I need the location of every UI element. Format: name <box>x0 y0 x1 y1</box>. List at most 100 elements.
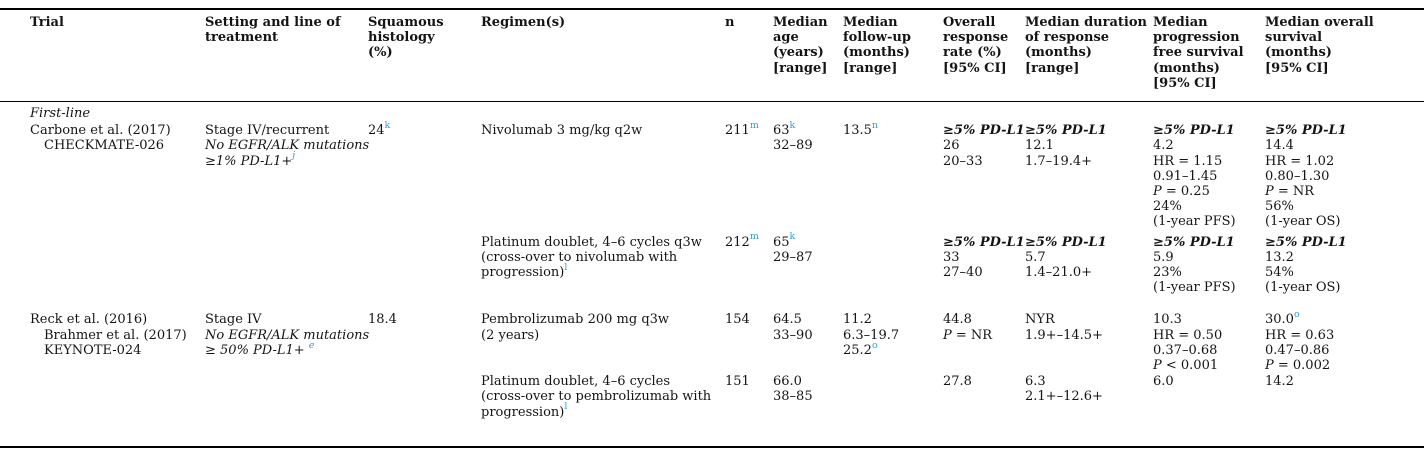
header-line: rate (%) <box>943 45 1002 61</box>
header-line: (months) <box>843 45 910 61</box>
cell-line: 23% <box>1153 265 1182 281</box>
cell-line: 27.8 <box>943 374 972 390</box>
cell-line: progression)l <box>481 261 568 281</box>
header-line: Median <box>773 15 828 30</box>
header-line: (months) <box>1265 45 1332 61</box>
cell-line: 211m <box>725 119 759 139</box>
header-line: Trial <box>30 15 64 30</box>
cell-trial: Carbone et al. (2017) CHECKMATE-026 <box>0 122 205 233</box>
cell-line: 64.5 <box>773 312 802 328</box>
cell-line: ≥1% PD-L1+j <box>205 150 296 169</box>
cell-line: 27–40 <box>943 265 983 281</box>
cell-line: 25.2o <box>843 339 878 358</box>
header-line: (%) <box>368 45 393 61</box>
cell-line: P < 0.001 <box>1153 358 1219 374</box>
cell-squamous <box>368 234 481 312</box>
footnote-marker: m <box>749 119 759 131</box>
footnote-marker: k <box>789 119 796 131</box>
cell-line: 0.91–1.45 <box>1153 168 1218 184</box>
cell-line: No EGFR/ALK mutations <box>205 327 370 343</box>
cell-line: 56% <box>1265 199 1294 215</box>
cell-trial <box>0 234 205 312</box>
cell-line: 18.4 <box>368 312 397 328</box>
section-label: First-line <box>30 106 91 122</box>
cell-line: 20–33 <box>943 153 983 169</box>
cell-line: 29–87 <box>773 249 813 265</box>
cell-line: ≥5% PD-L1 <box>1265 234 1347 250</box>
cell-line: Platinum doublet, 4–6 cycles q3w <box>481 234 702 250</box>
cell-line: 14.4 <box>1265 138 1294 154</box>
cell-setting: Stage IV/recurrent No EGFR/ALK mutations ≥… <box>205 122 370 233</box>
cell-n: 212m <box>725 231 773 312</box>
column-header-squamous: Squamous histology (%) <box>368 9 481 103</box>
cell-line: ≥5% PD-L1 <box>1025 234 1107 250</box>
footnote-marker: n <box>871 119 879 131</box>
section-label-cell: First-line <box>0 102 1424 123</box>
cell-line: HR = 1.02 <box>1265 153 1335 169</box>
cell-os: 14.2 <box>1265 373 1424 447</box>
cell-line: ≥5% PD-L1 <box>1265 123 1347 139</box>
cell-line: P = NR <box>943 327 993 343</box>
cell-setting: Stage IV No EGFR/ALK mutations ≥ 50% PD-L1… <box>205 311 370 373</box>
cell-line: 6.3–19.7 <box>843 327 900 343</box>
cell-setting <box>205 234 368 312</box>
header-line: [95% CI] <box>943 60 1007 76</box>
cell-line: ≥5% PD-L1 <box>943 123 1025 139</box>
cell-line: 13.5n <box>843 119 879 139</box>
cell-line: Stage IV/recurrent <box>205 123 330 139</box>
header-line: [range] <box>773 60 828 76</box>
column-header-n: n <box>725 9 773 103</box>
cell-line: Pembrolizumab 200 mg q3w <box>481 312 670 328</box>
cell-line: 0.37–0.68 <box>1153 342 1218 358</box>
cell-line: Brahmer et al. (2017) <box>44 327 187 343</box>
cell-regimen: Platinum doublet, 4–6 cycles q3w (cross-o… <box>481 234 725 312</box>
cell-median-followup: 11.2 6.3–19.7 25.2o <box>843 311 943 373</box>
cell-line: 151 <box>725 374 750 390</box>
cell-line: P = 0.002 <box>1265 358 1331 374</box>
header-line: Setting and line of <box>205 15 341 30</box>
cell-line: 0.80–1.30 <box>1265 168 1330 184</box>
cell-duration-of-response: ≥5% PD-L1 5.7 1.4–21.0+ <box>1025 234 1153 312</box>
cell-orr: ≥5% PD-L1 26 20–33 <box>943 122 1025 233</box>
cell-line: 6.0 <box>1153 374 1174 390</box>
cell-line: 65k <box>773 231 796 250</box>
cell-line: Platinum doublet, 4–6 cycles <box>481 374 671 390</box>
cell-regimen: Platinum doublet, 4–6 cycles (cross-over … <box>481 373 725 447</box>
cell-line: 1.9+–14.5+ <box>1025 327 1103 343</box>
cell-line: 38–85 <box>773 389 813 405</box>
cell-line: HR = 0.50 <box>1153 327 1223 343</box>
cell-squamous <box>368 373 481 447</box>
cell-duration-of-response: ≥5% PD-L1 12.1 1.7–19.4+ <box>1025 122 1153 233</box>
header-line: of response <box>1025 30 1110 46</box>
row-first-line-section: First-line <box>0 102 1424 123</box>
header-line: follow-up <box>843 30 911 46</box>
cell-line: 1.7–19.4+ <box>1025 153 1093 169</box>
cell-line: No EGFR/ALK mutations <box>205 138 370 154</box>
cell-line: 5.9 <box>1153 249 1174 265</box>
cell-squamous: 18.4 <box>368 311 481 373</box>
row-keynote024-platinum-doublet: Platinum doublet, 4–6 cycles (cross-over … <box>0 373 1424 447</box>
cell-line: 1.4–21.0+ <box>1025 265 1093 281</box>
cell-line: (1-year OS) <box>1265 214 1341 230</box>
column-header-trial: Trial <box>0 9 205 103</box>
cell-line: 13.2 <box>1265 249 1294 265</box>
row-keynote024-pembrolizumab: Reck et al. (2016) Brahmer et al. (2017) K… <box>0 309 1424 374</box>
cell-regimen: Nivolumab 3 mg/kg q2w <box>481 122 725 233</box>
cell-median-followup <box>843 373 943 447</box>
row-checkmate026-platinum-doublet: Platinum doublet, 4–6 cycles q3w (cross-o… <box>0 231 1424 312</box>
header-line: (months) <box>1153 60 1220 76</box>
cell-line: 4.2 <box>1153 138 1174 154</box>
cell-median-followup <box>843 234 943 312</box>
footnote-marker: j <box>292 150 296 162</box>
cell-line: ≥5% PD-L1 <box>1153 123 1235 139</box>
cell-line: (1-year PFS) <box>1153 280 1236 296</box>
footnote-marker: l <box>564 261 568 273</box>
column-header-pfs: Median progression free survival (months) [9… <box>1153 9 1265 103</box>
column-header-median-followup: Median follow-up (months) [range] <box>843 9 943 103</box>
header-line: progression <box>1153 30 1240 46</box>
cell-n: 151 <box>725 373 773 447</box>
cell-duration-of-response: NYR 1.9+–14.5+ <box>1025 311 1153 373</box>
footnote-marker: o <box>1293 309 1300 321</box>
table-body: First-line Carbone et al. (2017) CHECKMATE… <box>0 102 1424 447</box>
footnote-marker: m <box>749 231 759 243</box>
